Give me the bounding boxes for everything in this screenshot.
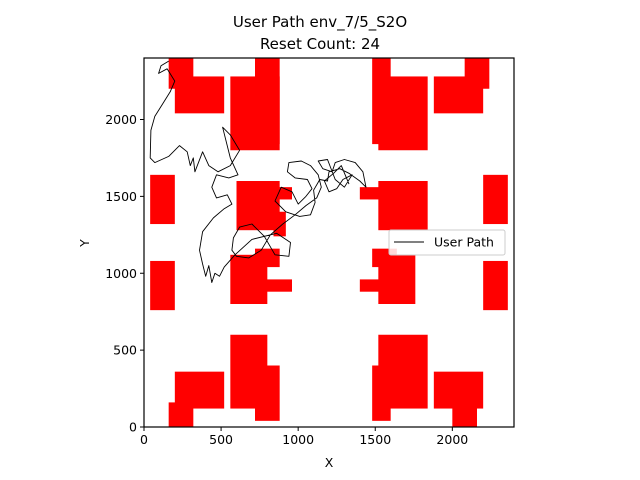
- obstacle-rect-18: [261, 187, 292, 200]
- x-axis-label: X: [325, 455, 334, 470]
- y-tick-label: 0: [129, 420, 137, 435]
- obstacle-rect-3: [255, 365, 280, 421]
- obstacle-rect-5: [378, 334, 428, 409]
- user-path-line: [149, 60, 367, 283]
- y-tick-label: 1500: [105, 189, 137, 204]
- plot-frame: [143, 57, 515, 428]
- obstacle-rect-28: [168, 58, 194, 89]
- chart-title-line1: User Path env_7/5_S2O: [233, 13, 407, 32]
- x-axis-ticks: 0 500 1000 1500 2000: [140, 427, 468, 447]
- obstacle-rect-21: [378, 181, 428, 231]
- obstacle-rect-7: [452, 402, 477, 427]
- legend-entry-user-path: User Path: [434, 235, 494, 250]
- y-axis-ticks: 0 500 1000 1500 2000: [105, 112, 144, 435]
- obstacle-rect-19: [273, 211, 286, 237]
- y-tick-label: 500: [113, 343, 137, 358]
- x-tick-label: 1500: [359, 432, 391, 447]
- obstacle-rect-30: [464, 58, 490, 89]
- x-tick-label: 0: [140, 432, 148, 447]
- y-tick-label: 2000: [105, 112, 137, 127]
- chart-title-line2: Reset Count: 24: [260, 35, 380, 53]
- obstacle-rect-8: [150, 260, 175, 311]
- legend-box: [388, 229, 506, 256]
- x-tick-label: 1000: [282, 432, 314, 447]
- obstacle-rect-22: [483, 174, 508, 225]
- path-layer: [149, 60, 367, 283]
- x-tick-label: 500: [209, 432, 233, 447]
- obstacle-rect-15: [483, 260, 508, 311]
- obstacle-rect-14: [378, 254, 416, 304]
- obstacle-rect-10: [261, 279, 292, 292]
- legend: User Path: [388, 229, 506, 256]
- x-tick-label: 2000: [436, 432, 468, 447]
- obstacle-rect-24: [255, 58, 280, 145]
- y-tick-label: 1000: [105, 266, 137, 281]
- obstacle-rect-11: [255, 248, 280, 268]
- y-axis-label: Y: [77, 239, 92, 248]
- obstacle-layer: [150, 58, 508, 427]
- obstacle-rect-1: [174, 371, 225, 409]
- obstacle-rect-26: [372, 58, 391, 145]
- obstacle-rect-16: [150, 174, 175, 225]
